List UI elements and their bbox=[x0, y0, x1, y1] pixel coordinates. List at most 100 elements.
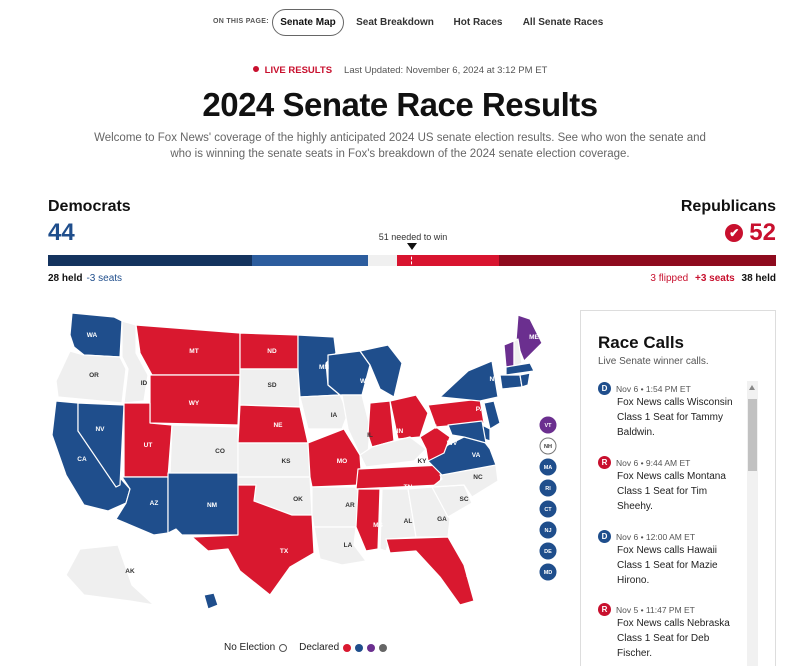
scroll-thumb[interactable] bbox=[748, 399, 757, 471]
small-state-ri[interactable] bbox=[539, 479, 557, 497]
state-label-tn: TN bbox=[404, 484, 413, 491]
race-call-item[interactable]: R Nov 5 • 11:47 PM ET Fox News calls Nebr… bbox=[598, 603, 738, 661]
state-tn[interactable] bbox=[355, 464, 443, 490]
state-label-ca: CA bbox=[77, 456, 87, 463]
small-state-nh[interactable] bbox=[539, 437, 557, 455]
majority-line bbox=[411, 252, 412, 269]
race-call-item[interactable]: R Nov 6 • 9:44 AM ET Fox News calls Monta… bbox=[598, 456, 738, 514]
state-label-ne: NE bbox=[273, 422, 283, 429]
state-ms[interactable] bbox=[355, 488, 381, 552]
state-label-mo: MO bbox=[337, 458, 347, 465]
live-dot-icon bbox=[252, 66, 259, 72]
state-mi[interactable] bbox=[359, 344, 403, 398]
small-state-nj[interactable] bbox=[539, 521, 557, 539]
state-label-sd: SD bbox=[267, 382, 276, 389]
small-state-vt[interactable] bbox=[539, 416, 557, 434]
state-ia[interactable] bbox=[299, 394, 349, 430]
nav-hot-races[interactable]: Hot Races bbox=[453, 17, 503, 28]
call-text: Fox News calls Hawaii Class 1 Seat for M… bbox=[617, 545, 718, 586]
state-or[interactable] bbox=[55, 350, 127, 404]
state-label-mn: MN bbox=[319, 364, 329, 371]
state-ga[interactable] bbox=[407, 486, 451, 538]
live-status: LIVE RESULTS Last Updated: November 6, 20… bbox=[0, 65, 800, 76]
state-mt[interactable] bbox=[135, 324, 241, 376]
state-tx[interactable] bbox=[191, 484, 315, 596]
state-label-wa: WA bbox=[87, 332, 98, 339]
state-label-co: CO bbox=[215, 448, 225, 455]
rep-held: 38 held bbox=[741, 273, 776, 284]
state-nv[interactable] bbox=[77, 402, 125, 488]
state-me[interactable] bbox=[515, 314, 543, 362]
state-label-ks: KS bbox=[281, 458, 291, 465]
state-label-fl: FL bbox=[466, 572, 474, 579]
state-va[interactable] bbox=[427, 430, 497, 476]
small-state-label-vt: VT bbox=[544, 423, 552, 429]
rep-seat-total: ✔ 52 bbox=[725, 219, 776, 247]
senate-map: WA OR CA NV ID MT WY UT AZ CO NM ND SD NE KS OK TX MN IA MO… bbox=[51, 312, 557, 615]
bar-segment-dem-held bbox=[48, 255, 252, 266]
state-label-ms: MS bbox=[373, 522, 383, 529]
bar-segment-rep-held bbox=[499, 255, 776, 266]
state-co[interactable] bbox=[169, 424, 239, 474]
bar-segment-dem-won bbox=[251, 255, 369, 266]
state-label-me: ME bbox=[529, 334, 539, 341]
nav-senate-map[interactable]: Senate Map bbox=[272, 9, 344, 36]
state-vt[interactable] bbox=[503, 340, 515, 368]
state-ks[interactable] bbox=[237, 442, 311, 478]
small-state-label-ma: MA bbox=[544, 465, 553, 471]
state-label-nv: NV bbox=[95, 426, 105, 433]
nav-seat-breakdown[interactable]: Seat Breakdown bbox=[356, 17, 434, 28]
state-in[interactable] bbox=[367, 400, 395, 448]
small-state-ct[interactable] bbox=[539, 500, 557, 518]
state-label-nc: NC bbox=[473, 474, 483, 481]
state-nj[interactable] bbox=[483, 400, 501, 430]
state-label-or: OR bbox=[89, 372, 99, 379]
page-title: 2024 Senate Race Results bbox=[202, 86, 598, 123]
rep-held-summary: 3 flipped +3 seats 38 held bbox=[650, 273, 776, 284]
state-label-ar: AR bbox=[345, 502, 355, 509]
small-state-md[interactable] bbox=[539, 563, 557, 581]
state-wi[interactable] bbox=[327, 350, 371, 396]
state-ma[interactable] bbox=[505, 362, 535, 376]
small-state-de[interactable] bbox=[539, 542, 557, 560]
state-id[interactable] bbox=[121, 320, 149, 404]
nav-all-senate-races[interactable]: All Senate Races bbox=[522, 17, 604, 28]
race-call-item[interactable]: D Nov 6 • 12:00 AM ET Fox News calls Hawa… bbox=[598, 530, 738, 588]
state-label-mt: MT bbox=[189, 348, 198, 355]
state-nm[interactable] bbox=[167, 472, 239, 536]
state-md[interactable] bbox=[447, 420, 487, 444]
state-fl[interactable] bbox=[385, 536, 475, 606]
rep-label: Republicans bbox=[680, 198, 776, 215]
state-label-ok: OK bbox=[293, 496, 303, 503]
race-calls-title: Race Calls bbox=[598, 333, 684, 352]
state-hi[interactable] bbox=[203, 592, 219, 610]
majority-marker-icon bbox=[407, 243, 417, 250]
state-label-in: IN bbox=[397, 428, 404, 435]
state-label-ut: UT bbox=[144, 442, 153, 449]
rep-swatch bbox=[343, 643, 352, 652]
state-ct[interactable] bbox=[499, 374, 523, 390]
state-label-sc: SC bbox=[459, 496, 468, 503]
last-updated: Last Updated: November 6, 2024 at 3:12 P… bbox=[344, 65, 548, 76]
state-ky[interactable] bbox=[359, 436, 427, 468]
scroll-up-icon[interactable] bbox=[749, 385, 755, 390]
state-nh[interactable] bbox=[513, 338, 523, 368]
state-label-ak: AK bbox=[125, 568, 135, 575]
small-state-label-ct: CT bbox=[544, 507, 552, 513]
state-pa[interactable] bbox=[427, 398, 485, 428]
call-text: Fox News calls Montana Class 1 Seat for … bbox=[617, 471, 726, 512]
state-oh[interactable] bbox=[389, 394, 429, 440]
call-text: Fox News calls Wisconsin Class 1 Seat fo… bbox=[617, 397, 733, 438]
state-label-nm: NM bbox=[207, 502, 217, 509]
small-state-label-nh: NH bbox=[544, 444, 552, 450]
state-ak[interactable] bbox=[65, 544, 155, 606]
state-label-ny: NY bbox=[489, 376, 499, 383]
call-time: Nov 6 • 12:00 AM ET bbox=[616, 531, 696, 542]
call-time: Nov 6 • 1:54 PM ET bbox=[616, 383, 691, 394]
state-ri[interactable] bbox=[519, 372, 531, 388]
race-call-item[interactable]: D Nov 6 • 1:54 PM ET Fox News calls Wisco… bbox=[598, 382, 738, 440]
small-state-ma[interactable] bbox=[539, 458, 557, 476]
race-calls-scrollbar[interactable] bbox=[747, 381, 758, 666]
state-ny[interactable] bbox=[439, 360, 499, 402]
state-nc[interactable] bbox=[431, 464, 499, 498]
